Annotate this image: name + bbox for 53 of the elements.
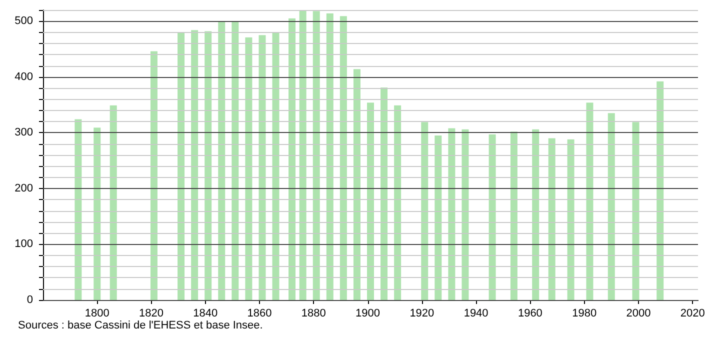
x-tick-label: 1960 — [518, 308, 542, 320]
bar — [488, 134, 496, 300]
bar — [110, 105, 117, 300]
bar — [272, 32, 280, 300]
bar — [312, 11, 320, 300]
x-tick-label: 1800 — [84, 308, 110, 320]
y-tick-label: 0 — [26, 294, 33, 306]
bar — [448, 128, 456, 300]
x-tick-label: 2020 — [680, 308, 705, 320]
bar — [94, 128, 101, 300]
x-tick-label: 1840 — [193, 308, 218, 320]
bar — [74, 119, 82, 300]
bar — [178, 32, 185, 300]
bar — [245, 37, 252, 300]
bar — [394, 105, 402, 300]
x-tick-label: 1880 — [301, 308, 326, 320]
bar — [421, 122, 428, 300]
y-tick-label: 100 — [14, 238, 33, 250]
bar — [204, 31, 212, 300]
x-tick-label: 1940 — [464, 308, 488, 320]
x-tick-label: 1860 — [247, 308, 272, 320]
bar — [548, 138, 556, 300]
bar — [326, 13, 334, 300]
source-note: Sources : base Cassini de l'EHESS et base Insee. — [18, 320, 263, 332]
y-tick-label: 300 — [14, 126, 33, 139]
y-tick-label: 200 — [14, 182, 33, 194]
bar — [608, 113, 615, 300]
x-tick-label: 2000 — [626, 308, 651, 320]
bar — [567, 139, 574, 300]
bar — [434, 135, 442, 300]
bar — [586, 102, 594, 300]
bar — [510, 132, 518, 300]
bar — [656, 81, 664, 300]
bar — [367, 102, 374, 300]
bar — [632, 122, 640, 300]
bar — [380, 88, 388, 300]
bar — [258, 35, 266, 300]
x-tick-label: 1980 — [572, 308, 597, 320]
bar — [299, 10, 306, 300]
x-tick-label: 1900 — [356, 308, 380, 320]
bar — [462, 129, 469, 300]
bar — [218, 21, 226, 300]
bar — [288, 18, 296, 300]
bar — [191, 30, 198, 300]
y-tick-label: 500 — [14, 15, 33, 28]
y-tick-label: 400 — [14, 70, 33, 83]
bar — [150, 51, 158, 300]
bar — [340, 16, 347, 300]
x-tick-label: 1820 — [139, 308, 164, 320]
bar — [353, 69, 360, 300]
bar — [532, 129, 540, 300]
x-tick-label: 1920 — [410, 308, 434, 320]
bar — [232, 21, 239, 300]
